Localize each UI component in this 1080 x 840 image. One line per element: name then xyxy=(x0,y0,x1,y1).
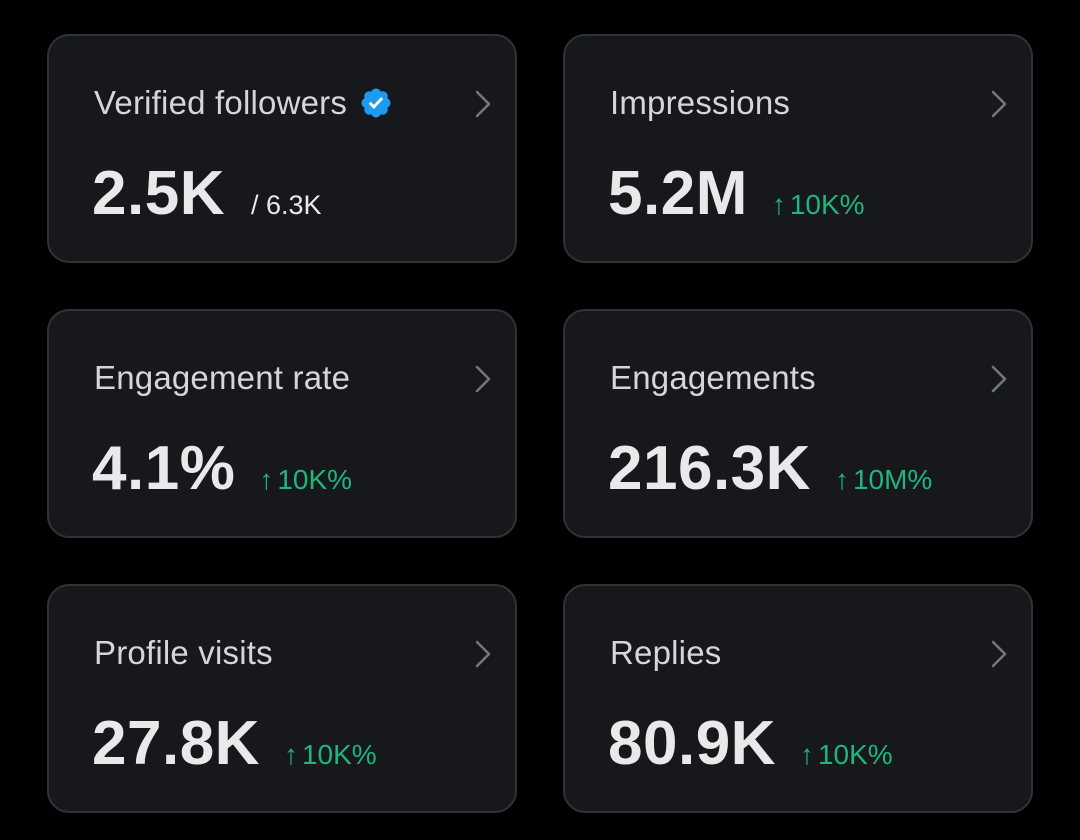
chevron-right-icon xyxy=(475,90,491,118)
trend-value: 10M% xyxy=(852,464,933,495)
metrics-grid: Verified followers 2.5K / 6.3K Impressio… xyxy=(47,34,1033,813)
metric-value: 4.1% xyxy=(92,434,236,503)
card-engagement-rate[interactable]: Engagement rate 4.1% ↑ 10K% xyxy=(47,309,517,538)
metric-value: 27.8K xyxy=(92,709,260,778)
metric-value: 5.2M xyxy=(608,159,748,228)
trend-up-arrow-icon: ↑ xyxy=(799,739,814,770)
card-title-row: Replies xyxy=(610,634,721,672)
card-title-row: Verified followers xyxy=(94,84,393,122)
trend-indicator: ↑ 10M% xyxy=(835,464,932,496)
metric-value: 216.3K xyxy=(608,434,811,503)
card-title-row: Engagements xyxy=(610,359,816,397)
trend-value: 10K% xyxy=(817,739,893,770)
value-row: 4.1% ↑ 10K% xyxy=(92,433,352,504)
metric-total: / 6.3K xyxy=(250,190,322,220)
trend-up-arrow-icon: ↑ xyxy=(283,739,298,770)
card-title: Engagement rate xyxy=(94,359,351,396)
card-engagements[interactable]: Engagements 216.3K ↑ 10M% xyxy=(563,309,1033,538)
chevron-right-icon xyxy=(991,365,1007,393)
card-title: Verified followers xyxy=(94,84,348,121)
trend-value: 10K% xyxy=(301,739,377,770)
value-row: 5.2M ↑ 10K% xyxy=(608,158,865,229)
verified-badge-icon xyxy=(361,88,391,118)
trend-indicator: ↑ 10K% xyxy=(259,464,352,496)
metric-value: 2.5K xyxy=(92,159,225,228)
card-replies[interactable]: Replies 80.9K ↑ 10K% xyxy=(563,584,1033,813)
trend-indicator: ↑ 10K% xyxy=(284,739,377,771)
chevron-right-icon xyxy=(991,90,1007,118)
card-title-row: Profile visits xyxy=(94,634,273,672)
card-title: Impressions xyxy=(610,84,791,121)
card-title-row: Impressions xyxy=(610,84,790,122)
trend-up-arrow-icon: ↑ xyxy=(834,464,849,495)
card-profile-visits[interactable]: Profile visits 27.8K ↑ 10K% xyxy=(47,584,517,813)
trend-value: 10K% xyxy=(277,464,353,495)
trend-up-arrow-icon: ↑ xyxy=(259,464,274,495)
value-row: 27.8K ↑ 10K% xyxy=(92,708,377,779)
card-verified-followers[interactable]: Verified followers 2.5K / 6.3K xyxy=(47,34,517,263)
metric-value: 80.9K xyxy=(608,709,776,778)
card-impressions[interactable]: Impressions 5.2M ↑ 10K% xyxy=(563,34,1033,263)
value-row: 216.3K ↑ 10M% xyxy=(608,433,932,504)
value-row: 80.9K ↑ 10K% xyxy=(608,708,893,779)
card-title-row: Engagement rate xyxy=(94,359,350,397)
trend-up-arrow-icon: ↑ xyxy=(771,189,786,220)
card-title: Engagements xyxy=(610,359,816,396)
chevron-right-icon xyxy=(991,640,1007,668)
value-row: 2.5K / 6.3K xyxy=(92,158,322,229)
chevron-right-icon xyxy=(475,640,491,668)
card-title: Profile visits xyxy=(94,634,273,671)
trend-indicator: ↑ 10K% xyxy=(800,739,893,771)
trend-indicator: ↑ 10K% xyxy=(772,189,865,221)
trend-value: 10K% xyxy=(789,189,865,220)
chevron-right-icon xyxy=(475,365,491,393)
card-title: Replies xyxy=(610,634,722,671)
